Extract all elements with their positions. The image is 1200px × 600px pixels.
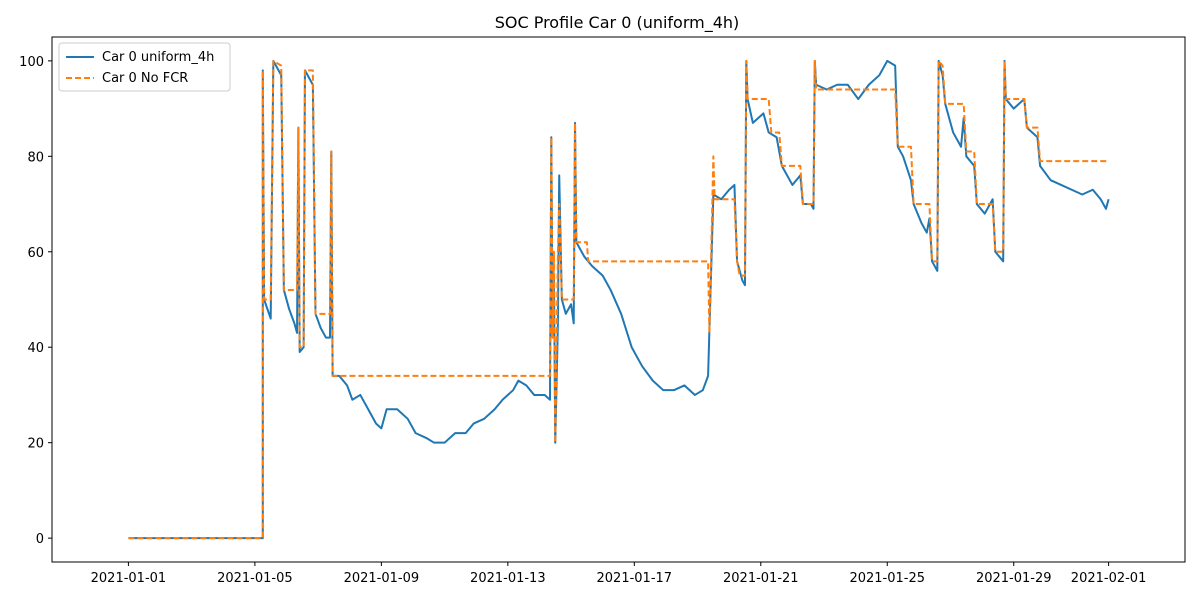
series-line-uniform [128,59,1110,540]
x-tick-label: 2021-01-01 [91,571,167,586]
legend-label-uniform: Car 0 uniform_4h [102,50,214,65]
x-tick-label: 2021-01-13 [470,571,546,586]
legend: Car 0 uniform_4h Car 0 No FCR [58,42,231,92]
y-tick-label: 40 [27,341,44,356]
x-tick-label: 2021-01-09 [344,571,420,586]
legend-label-no-fcr: Car 0 No FCR [102,71,188,86]
plot-frame [51,36,1186,563]
x-tick-label: 2021-01-21 [723,571,799,586]
series-layer [128,59,1110,540]
x-axis: 2021-01-01 2021-01-05 2021-01-09 2021-01-13… [91,562,1147,586]
legend-box [58,42,231,92]
series-line-no-fcr [128,59,1109,540]
x-tick-label: 2021-01-17 [597,571,673,586]
y-tick-label: 80 [27,150,44,165]
y-tick-label: 60 [27,246,44,261]
y-axis: 0 20 40 60 80 100 [19,55,52,547]
x-tick-label: 2021-01-25 [849,571,925,586]
x-tick-label: 2021-01-29 [976,571,1052,586]
chart-title: SOC Profile Car 0 (uniform_4h) [495,13,740,33]
x-tick-label: 2021-02-01 [1071,571,1147,586]
y-tick-label: 20 [27,437,44,452]
y-tick-label: 0 [36,532,44,547]
y-tick-label: 100 [19,55,44,70]
x-tick-label: 2021-01-05 [217,571,293,586]
